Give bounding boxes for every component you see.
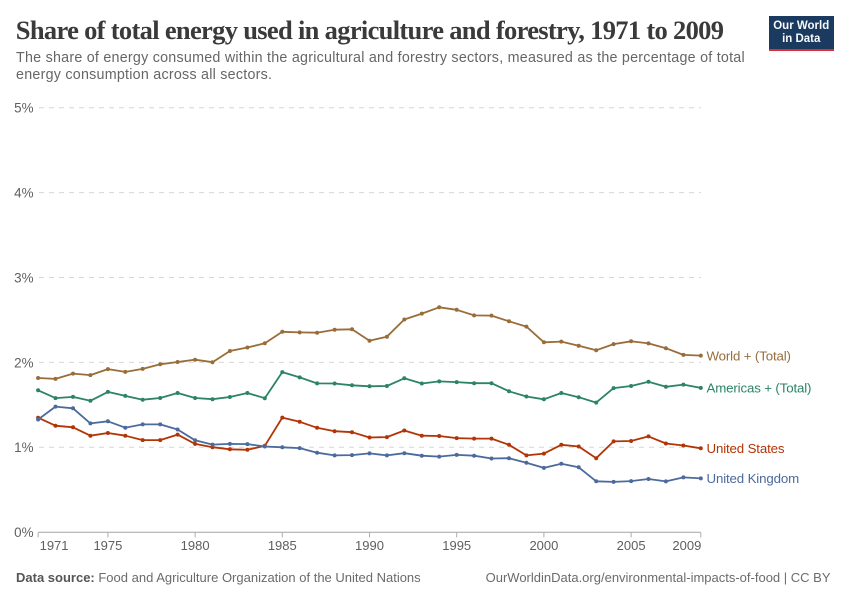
svg-text:Americas + (Total): Americas + (Total) [707, 381, 812, 396]
svg-text:1971: 1971 [40, 538, 69, 553]
svg-text:2%: 2% [14, 355, 33, 370]
svg-text:1980: 1980 [181, 538, 210, 553]
svg-text:1975: 1975 [93, 538, 122, 553]
svg-text:United Kingdom: United Kingdom [707, 471, 800, 486]
svg-text:0%: 0% [14, 525, 33, 540]
svg-text:World + (Total): World + (Total) [707, 348, 791, 363]
svg-text:3%: 3% [14, 270, 33, 285]
svg-text:1985: 1985 [268, 538, 297, 553]
svg-text:4%: 4% [14, 186, 33, 201]
svg-text:1995: 1995 [442, 538, 471, 553]
svg-text:United States: United States [707, 441, 785, 456]
svg-text:2009: 2009 [672, 538, 701, 553]
svg-text:2005: 2005 [617, 538, 646, 553]
svg-text:1%: 1% [14, 440, 33, 455]
svg-text:2000: 2000 [529, 538, 558, 553]
svg-text:5%: 5% [14, 101, 33, 116]
svg-text:1990: 1990 [355, 538, 384, 553]
